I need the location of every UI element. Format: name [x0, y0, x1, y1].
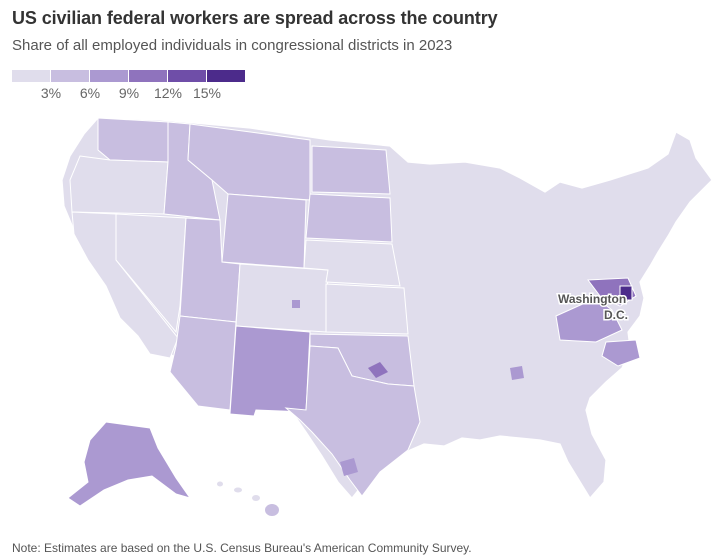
region-south-dakota [305, 193, 393, 243]
region-washington [97, 117, 169, 163]
region-hawaii-oahu [234, 487, 242, 493]
dc-label-line2: D.C. [604, 308, 628, 322]
region-hawaii-group [217, 481, 279, 516]
region-hawaii [265, 504, 279, 516]
district-san-antonio [340, 458, 358, 476]
legend-tick-label: 12% [153, 85, 183, 101]
region-nevada [115, 213, 187, 334]
legend-bin [207, 70, 245, 82]
region-nebraska [303, 239, 401, 287]
chart-title: US civilian federal workers are spread a… [12, 8, 498, 28]
legend-tick-label: 9% [118, 85, 140, 101]
color-legend: 3% 6% 9% 12% 15% [12, 70, 246, 103]
district-oklahoma-city [368, 362, 388, 378]
source-note: Note: Estimates are based on the U.S. Ce… [12, 541, 472, 555]
region-hawaii-kauai [217, 481, 223, 487]
us-district-map: Washington D.C. [61, 117, 713, 516]
region-arizona [169, 315, 237, 411]
region-north-carolina-east [601, 339, 641, 367]
legend-bin [129, 70, 167, 82]
legend-bin [168, 70, 206, 82]
region-oregon [69, 155, 169, 215]
chart-subtitle: Share of all employed individuals in con… [12, 37, 453, 54]
region-north-dakota [311, 145, 391, 195]
district-colorado-springs [292, 300, 300, 308]
region-kansas [325, 283, 409, 335]
legend-color-bar [12, 70, 246, 82]
region-dc [619, 285, 633, 301]
dc-label-line1: Washington [558, 292, 626, 306]
region-alaska [67, 421, 192, 507]
district-huntsville [510, 366, 524, 380]
region-texas [284, 345, 421, 497]
legend-tick-label: 3% [40, 85, 62, 101]
legend-bin [12, 70, 50, 82]
region-new-mexico [229, 325, 311, 417]
legend-bin [90, 70, 128, 82]
region-wyoming [221, 193, 307, 269]
legend-bin [51, 70, 89, 82]
legend-tick-label: 6% [79, 85, 101, 101]
region-colorado [235, 263, 329, 333]
legend-ticks: 3% 6% 9% 12% 15% [12, 85, 246, 103]
region-virginia [555, 297, 623, 343]
region-hawaii-maui [252, 495, 260, 501]
legend-tick-label: 15% [192, 85, 222, 101]
